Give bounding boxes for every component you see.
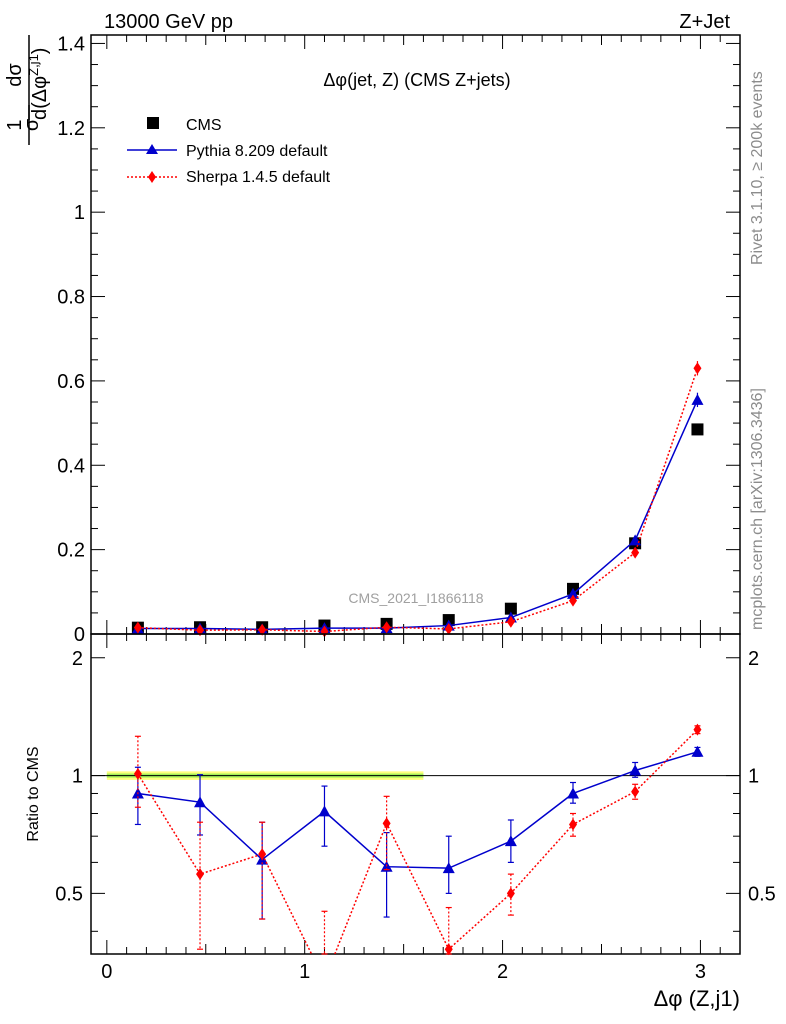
sherpa-ratio-point [382, 817, 391, 830]
pythia-ratio-point [567, 787, 580, 799]
sherpa-main-point [631, 546, 640, 559]
pythia-ratio-point [318, 805, 331, 817]
sherpa-ratio-point [506, 887, 515, 900]
pythia-ratio-point [629, 764, 642, 776]
analysis-watermark: CMS_2021_I1866118 [348, 590, 483, 606]
ratio-axes: 0.5 0.5 1 1 2 2 0 1 2 3 [55, 634, 776, 983]
rivet-version-label: Rivet 3.1.10, ≥ 200k events [749, 71, 766, 265]
sherpa-main-point [506, 615, 515, 628]
main-series-layer [131, 361, 704, 638]
pythia-ratio-point [442, 862, 455, 874]
sherpa-ratio-point [196, 868, 205, 881]
sherpa-main-point [133, 621, 142, 634]
pythia-main-point [691, 393, 704, 405]
sherpa-ratio-point [569, 818, 578, 831]
ratio-uncertainty-band [91, 771, 740, 780]
ratio-x-tick-label: 3 [695, 961, 706, 983]
mcplots-source-label: mcplots.cern.ch [arXiv:1306.3436] [749, 388, 766, 630]
main-y-tick-label: 0.8 [57, 287, 85, 309]
cms-main-point [691, 423, 704, 436]
pythia-ratio-point [691, 745, 704, 757]
ylabel-sigma: σ [21, 118, 43, 131]
ratio-y-axis-label: Ratio to CMS [25, 746, 42, 841]
legend-cms-marker [147, 117, 159, 129]
pythia-main-line [137, 399, 699, 631]
main-y-tick-label: 1 [74, 202, 85, 224]
pythia-ratio-point [504, 835, 517, 847]
legend: CMS Pythia 8.209 default Sherpa 1.4.5 de… [127, 117, 331, 186]
sherpa-main-point [444, 622, 453, 635]
main-y-tick-label: 0.2 [57, 540, 85, 562]
ratio-y-tick-label-right: 1 [748, 766, 759, 788]
sherpa-ratio-point [258, 848, 267, 861]
main-axes: 0 0.2 0.4 0.6 0.8 1 1.2 1.4 [57, 33, 741, 646]
sherpa-main-point [258, 623, 267, 636]
sherpa-main-point [382, 621, 391, 634]
main-y-tick-label: 0.4 [57, 455, 85, 477]
main-y-tick-label: 0 [74, 624, 85, 646]
ratio-x-tick-label: 0 [101, 961, 112, 983]
ratio-series-layer [131, 723, 704, 956]
ratio-y-tick-label-right: 0.5 [748, 883, 776, 905]
sherpa-ratio-point [133, 767, 142, 780]
pythia-main-point [567, 587, 580, 599]
pythia-ratio-point [194, 796, 207, 808]
ylabel-frac: 1 [4, 119, 26, 130]
main-y-tick-label: 1.2 [57, 118, 85, 140]
main-plot-title: Δφ(jet, Z) (CMS Z+jets) [323, 70, 510, 90]
sherpa-main-point [196, 624, 205, 637]
legend-sherpa-label: Sherpa 1.4.5 default [186, 169, 331, 186]
main-y-tick-label: 1.4 [57, 33, 85, 55]
header-energy-label: 13000 GeV pp [104, 11, 233, 33]
header-process-label: Z+Jet [679, 11, 730, 33]
sherpa-main-line [137, 368, 699, 633]
legend-pythia-marker [146, 144, 158, 154]
ylabel-denominator: d(ΔφZ,j1) [26, 48, 51, 120]
sherpa-ratio-line [137, 729, 698, 954]
sherpa-main-point [693, 362, 702, 375]
legend-sherpa-marker [148, 171, 156, 183]
legend-cms-label: CMS [186, 117, 222, 134]
sherpa-ratio-point [444, 943, 453, 956]
pythia-ratio-line [137, 751, 698, 869]
legend-pythia-label: Pythia 8.209 default [186, 143, 328, 160]
main-y-tick-label: 0.6 [57, 371, 85, 393]
x-axis-label: Δφ (Z,j1) [654, 986, 740, 1011]
ratio-x-tick-label: 2 [497, 961, 508, 983]
sherpa-ratio-point [631, 785, 640, 798]
ratio-plot-frame [90, 633, 741, 955]
ratio-x-tick-label: 1 [299, 961, 310, 983]
ratio-y-tick-label-right: 2 [748, 648, 759, 670]
sherpa-ratio-point [693, 723, 702, 736]
ylabel-numerator: dσ [4, 63, 26, 87]
sherpa-main-point [569, 594, 578, 607]
main-y-axis-label: 1 σ dσ d(ΔφZ,j1) [4, 35, 51, 145]
cms-main-point [504, 602, 517, 615]
ratio-y-tick-label-left: 0.5 [55, 883, 83, 905]
ratio-y-tick-label-left: 1 [72, 766, 83, 788]
ratio-y-tick-label-left: 2 [72, 648, 83, 670]
